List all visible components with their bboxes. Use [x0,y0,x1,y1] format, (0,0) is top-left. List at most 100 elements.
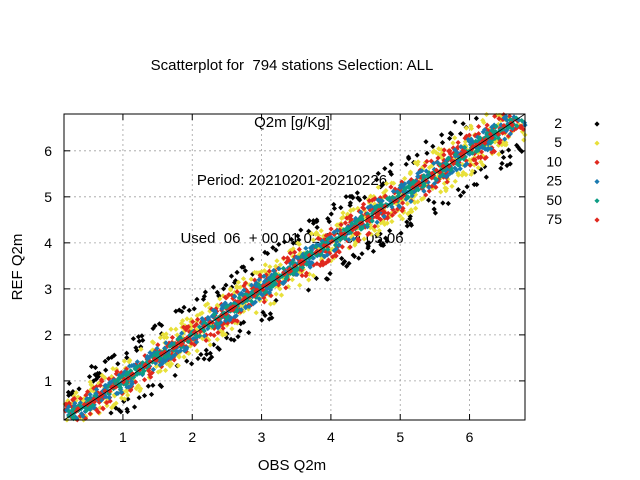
point [163,340,169,346]
point [121,396,128,402]
point [434,159,441,165]
point [243,303,249,310]
point [175,363,181,369]
point [298,227,304,233]
point [344,215,350,221]
point [287,266,293,272]
point [311,262,317,268]
point [294,254,300,260]
point [168,361,175,367]
point [274,258,280,264]
point [423,139,429,145]
point [72,400,78,406]
point [435,174,441,180]
point [491,148,498,155]
point [452,147,458,153]
point [408,190,415,197]
point [176,307,182,313]
point [87,379,93,385]
point [499,142,505,148]
point [145,383,151,389]
point [478,166,484,172]
point [87,411,93,417]
point [269,283,276,290]
point [90,398,97,404]
point [407,216,413,222]
point [205,317,211,323]
point [487,131,494,137]
point [380,203,386,209]
point [475,134,481,140]
point [412,159,418,166]
point [334,244,341,250]
point [382,165,388,172]
data-points [62,111,528,423]
point [296,241,302,247]
point [104,400,110,406]
point [232,320,238,326]
point [450,150,457,156]
point [419,196,425,202]
point [521,137,527,143]
point [261,273,267,279]
point [350,252,356,258]
point [200,296,207,302]
point [184,358,190,364]
point [223,311,229,317]
point [462,163,468,169]
point [141,377,148,383]
point [482,155,488,161]
point [267,287,274,293]
point [504,162,510,169]
point [173,326,179,332]
point [147,358,153,365]
point [354,190,360,196]
point [499,160,505,167]
point [210,284,217,290]
point [109,384,115,390]
point [121,358,128,364]
point [106,395,112,401]
point [169,340,175,347]
point [492,113,498,119]
point [374,231,381,237]
point [500,130,506,136]
point [136,338,142,344]
point [426,164,433,171]
point [431,206,437,212]
point [66,380,72,387]
point [108,410,114,416]
point [354,224,360,230]
point [372,201,378,207]
point [297,282,303,288]
point [496,116,502,122]
point [123,372,129,378]
point [157,368,163,374]
point [391,180,397,186]
point [421,183,428,189]
point [289,276,295,283]
point [76,386,82,392]
point [249,256,255,262]
point [190,319,196,325]
point [461,156,467,162]
point [446,135,453,142]
chart-title-line: Scatterplot for 794 stations Selection: … [150,56,434,74]
point [266,280,272,286]
point [376,228,382,234]
point [189,361,195,367]
point [73,390,79,396]
point [488,146,494,152]
point [316,232,322,239]
point [452,165,458,171]
point [473,138,479,144]
point [339,255,345,262]
point [398,230,404,236]
point [463,158,469,164]
point [328,226,334,232]
point [323,260,329,266]
point [511,114,517,120]
point [183,327,189,333]
point [264,282,270,288]
point [400,200,406,206]
